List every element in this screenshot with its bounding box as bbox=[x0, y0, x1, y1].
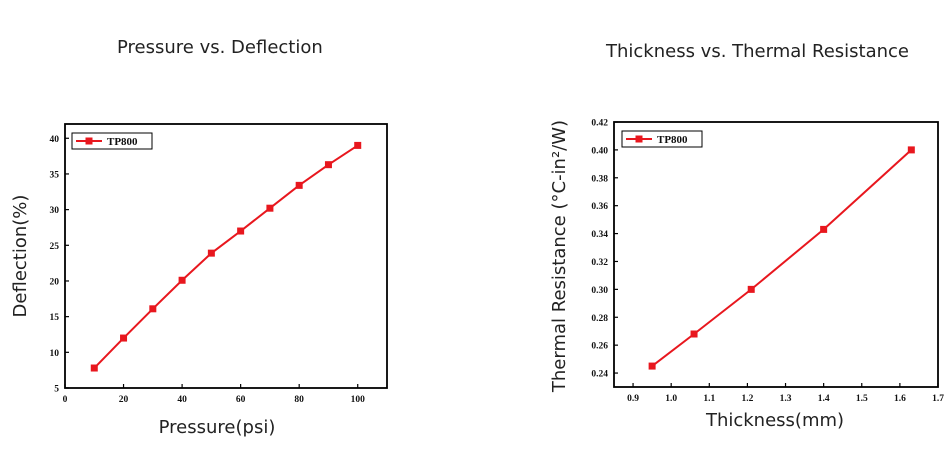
chart2-y-tick-label: 0.38 bbox=[591, 174, 608, 184]
chart1-x-tick-label: 60 bbox=[236, 395, 246, 405]
chart2-y-tick-label: 0.42 bbox=[591, 119, 608, 129]
chart2-x-axis-label: Thickness(mm) bbox=[705, 410, 844, 431]
chart1-y-axis-label: Deflection(%) bbox=[10, 195, 31, 318]
chart1-title: Pressure vs. Deflection bbox=[117, 37, 323, 58]
chart2-y-tick-label: 0.28 bbox=[591, 314, 608, 324]
chart1-data-point bbox=[120, 334, 128, 342]
chart2-y-tick-label: 0.36 bbox=[591, 202, 608, 212]
chart1-x-tick-label: 0 bbox=[63, 395, 68, 405]
chart2-data-point bbox=[648, 362, 656, 370]
chart2-data-point bbox=[690, 330, 698, 338]
chart1-y-tick-label: 30 bbox=[50, 206, 60, 216]
chart2-x-tick-label: 1.1 bbox=[703, 394, 715, 404]
chart2-legend-label: TP800 bbox=[657, 134, 688, 146]
chart1-legend-marker bbox=[85, 137, 93, 145]
chart2-y-tick-label: 0.34 bbox=[591, 230, 608, 240]
chart2-y-tick-label: 0.26 bbox=[591, 342, 608, 352]
chart1-x-tick-label: 20 bbox=[119, 395, 129, 405]
chart1-x-tick-label: 40 bbox=[177, 395, 187, 405]
chart2-x-tick-label: 1.7 bbox=[932, 394, 944, 404]
chart1-x-tick-label: 100 bbox=[351, 395, 366, 405]
chart1-data-point bbox=[90, 364, 98, 372]
chart1-y-tick-label: 25 bbox=[50, 242, 60, 252]
chart1-data-point bbox=[237, 227, 245, 235]
chart1-y-tick-label: 20 bbox=[50, 277, 60, 287]
chart2-x-tick-label: 1.5 bbox=[856, 394, 868, 404]
chart1-x-axis-label: Pressure(psi) bbox=[159, 417, 276, 438]
chart2-y-axis-label: Thermal Resistance (°C-in²/W) bbox=[549, 120, 570, 393]
chart1-data-point bbox=[266, 204, 274, 212]
chart2-y-tick-label: 0.40 bbox=[591, 146, 608, 156]
chart1-data-point bbox=[149, 305, 157, 313]
chart1-y-tick-label: 10 bbox=[50, 349, 60, 359]
chart2-data-point bbox=[747, 285, 755, 293]
chart1-y-tick-label: 40 bbox=[50, 135, 60, 145]
chart2-x-tick-label: 1.3 bbox=[780, 394, 792, 404]
chart2-x-tick-label: 0.9 bbox=[627, 394, 639, 404]
chart2-y-tick-label: 0.32 bbox=[591, 258, 608, 268]
chart2-x-tick-label: 1.2 bbox=[741, 394, 753, 404]
chart1-x-tick-label: 80 bbox=[294, 395, 304, 405]
chart2-x-tick-label: 1.4 bbox=[818, 394, 830, 404]
chart1-legend-label: TP800 bbox=[107, 136, 138, 148]
chart1-data-point bbox=[295, 181, 303, 189]
chart1-series-line bbox=[93, 144, 359, 369]
chart1-legend-box bbox=[71, 132, 153, 150]
chart2-y-tick-label: 0.30 bbox=[591, 286, 608, 296]
chart2-legend-marker bbox=[635, 135, 643, 143]
chart2-data-point bbox=[820, 225, 828, 233]
chart2-x-tick-label: 1.6 bbox=[894, 394, 906, 404]
chart1-data-point bbox=[207, 249, 215, 257]
chart1-plot-frame bbox=[64, 123, 388, 389]
chart1-y-tick-label: 15 bbox=[50, 313, 60, 323]
chart1-data-point bbox=[324, 161, 332, 169]
chart1-data-point bbox=[354, 141, 362, 149]
chart1-data-point bbox=[178, 276, 186, 284]
chart2-data-point bbox=[907, 146, 915, 154]
chart1-y-tick-label: 35 bbox=[50, 170, 60, 180]
chart2-x-tick-label: 1.0 bbox=[665, 394, 677, 404]
chart2-title: Thickness vs. Thermal Resistance bbox=[606, 41, 910, 62]
chart2-y-tick-label: 0.24 bbox=[591, 370, 608, 380]
chart2-plot-frame bbox=[613, 121, 939, 388]
chart1-y-tick-label: 5 bbox=[54, 385, 59, 395]
chart2-legend-box bbox=[621, 130, 703, 148]
